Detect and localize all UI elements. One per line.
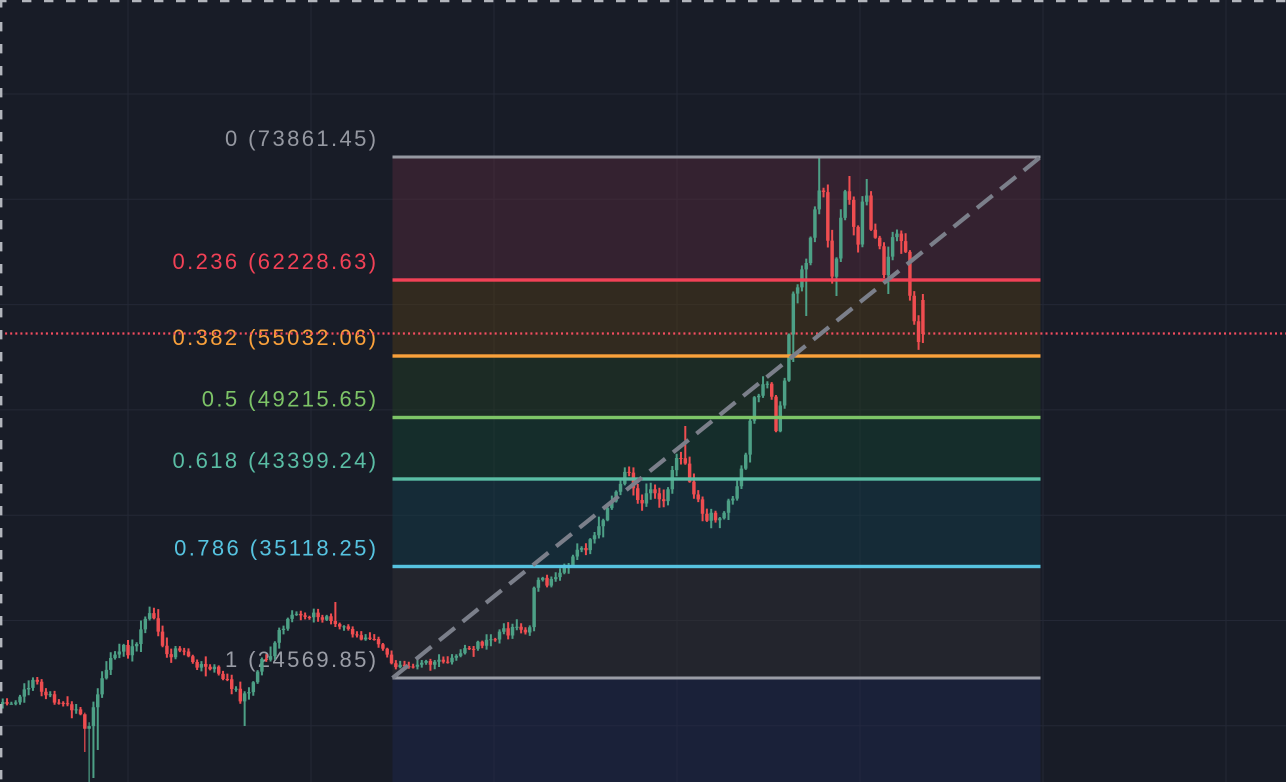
svg-text:0.786 (35118.25): 0.786 (35118.25) bbox=[174, 535, 378, 560]
svg-text:0 (73861.45): 0 (73861.45) bbox=[225, 126, 379, 151]
svg-text:0.5 (49215.65): 0.5 (49215.65) bbox=[202, 386, 379, 411]
svg-text:0.382 (55032.06): 0.382 (55032.06) bbox=[173, 325, 379, 350]
svg-text:0.618 (43399.24): 0.618 (43399.24) bbox=[173, 448, 379, 473]
svg-text:0.236 (62228.63): 0.236 (62228.63) bbox=[173, 249, 379, 274]
svg-text:1 (24569.85): 1 (24569.85) bbox=[225, 647, 379, 672]
